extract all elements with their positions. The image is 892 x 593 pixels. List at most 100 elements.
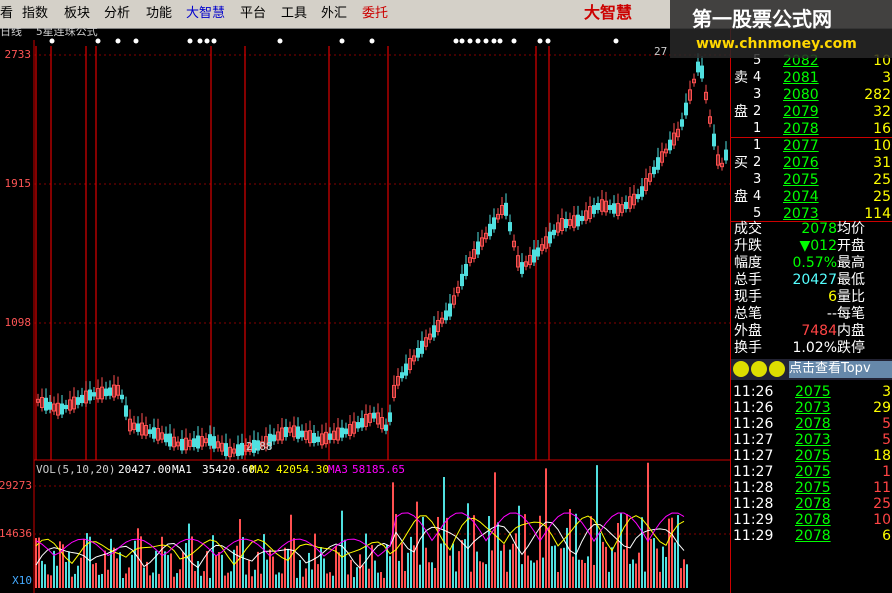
candle-body bbox=[108, 387, 112, 396]
icon-button[interactable] bbox=[733, 361, 749, 377]
menu-item[interactable]: 板块 bbox=[64, 6, 91, 21]
candle-body bbox=[496, 213, 500, 220]
candle-body bbox=[176, 441, 180, 447]
tick-time: 11:26 bbox=[733, 416, 774, 432]
price: 2077 bbox=[783, 138, 819, 154]
candle-body bbox=[664, 148, 668, 154]
candle-body bbox=[312, 432, 316, 444]
candle-body bbox=[304, 430, 308, 440]
candle-body bbox=[708, 116, 712, 124]
candle-body bbox=[704, 91, 708, 101]
volume: 114 bbox=[864, 206, 891, 222]
candle-body bbox=[268, 433, 272, 447]
candle-body bbox=[388, 412, 392, 422]
candle-body bbox=[128, 418, 132, 432]
menu-item[interactable]: 看 bbox=[0, 6, 14, 21]
level: 5 bbox=[753, 53, 762, 68]
candle-body bbox=[484, 232, 488, 240]
stat-label: 总笔 bbox=[734, 306, 762, 322]
candle-body bbox=[152, 427, 156, 439]
menu-item[interactable]: 工具 bbox=[281, 6, 308, 21]
candle-body bbox=[48, 401, 52, 410]
candle-body bbox=[164, 433, 168, 443]
candle-body bbox=[612, 203, 616, 214]
level: 2 bbox=[753, 155, 762, 170]
tick-volume: 25 bbox=[873, 496, 891, 512]
candle-body bbox=[96, 388, 100, 400]
candle-body bbox=[260, 441, 264, 447]
level: 2 bbox=[753, 104, 762, 119]
candle-body bbox=[216, 441, 220, 449]
tick-volume: 5 bbox=[882, 416, 891, 432]
candle-body bbox=[608, 205, 612, 210]
candle-body bbox=[200, 436, 204, 447]
volume: 31 bbox=[873, 155, 891, 171]
candle-body bbox=[332, 430, 336, 440]
candle-body bbox=[192, 438, 196, 447]
volume: 25 bbox=[873, 172, 891, 188]
candle-body bbox=[272, 434, 276, 442]
signal-marker bbox=[211, 38, 217, 44]
price: 2075 bbox=[783, 172, 819, 188]
candle-body bbox=[580, 215, 584, 222]
candle-body bbox=[472, 249, 476, 259]
candle-body bbox=[344, 428, 348, 435]
candle-body bbox=[552, 229, 556, 236]
candle-body bbox=[592, 205, 596, 214]
stat-value: 0.57% bbox=[792, 255, 837, 271]
volume-axis-label: X10 bbox=[12, 574, 32, 587]
stat-value: 20427 bbox=[792, 272, 837, 288]
candle-body bbox=[576, 214, 580, 227]
candle-body bbox=[80, 394, 84, 404]
candle-body bbox=[564, 219, 568, 228]
menu-item[interactable]: 外汇 bbox=[321, 6, 348, 21]
candle-body bbox=[156, 428, 160, 441]
menu-item[interactable]: 分析 bbox=[104, 6, 131, 21]
signal-marker bbox=[491, 38, 497, 44]
price: 2078 bbox=[783, 121, 819, 137]
candle-body bbox=[188, 439, 192, 447]
tick-price: 2078 bbox=[795, 416, 831, 432]
candle-body bbox=[288, 427, 292, 433]
signal-marker bbox=[511, 38, 517, 44]
menu-item[interactable]: 功能 bbox=[146, 6, 173, 21]
tick-price: 2078 bbox=[795, 528, 831, 544]
candle-body bbox=[292, 425, 296, 438]
signal-marker bbox=[467, 38, 473, 44]
watermark-url: www.chnmoney.com bbox=[696, 36, 857, 52]
candle-body bbox=[212, 436, 216, 449]
volume: 32 bbox=[873, 104, 891, 120]
candle-body bbox=[148, 429, 152, 434]
stat-label: 量比 bbox=[837, 289, 865, 305]
stat-label: 幅度 bbox=[734, 255, 762, 271]
icon-button[interactable] bbox=[751, 361, 767, 377]
menu-item[interactable]: 委托 bbox=[362, 6, 389, 21]
topview-button[interactable]: 点击查看Topv bbox=[789, 361, 892, 378]
candle-body bbox=[684, 102, 688, 116]
candle-body bbox=[636, 194, 640, 199]
candle-body bbox=[204, 438, 208, 444]
candle-body bbox=[124, 405, 128, 417]
menu-item[interactable]: 平台 bbox=[240, 6, 267, 21]
tick-time: 11:27 bbox=[733, 432, 774, 448]
tick-time: 11:26 bbox=[733, 400, 774, 416]
volume: 10 bbox=[873, 138, 891, 154]
menu-item[interactable]: 大智慧 bbox=[186, 6, 226, 21]
candle-body bbox=[300, 430, 304, 438]
candle-body bbox=[492, 217, 496, 230]
signal-marker bbox=[497, 38, 503, 44]
candle-body bbox=[172, 436, 176, 448]
stat-value: -- bbox=[826, 306, 837, 322]
candle-body bbox=[232, 448, 236, 454]
signal-marker bbox=[613, 38, 619, 44]
candle-body bbox=[60, 403, 64, 415]
stat-value: 1.02% bbox=[792, 340, 837, 356]
signal-marker bbox=[537, 38, 543, 44]
tick-price: 2073 bbox=[795, 432, 831, 448]
icon-button[interactable] bbox=[769, 361, 785, 377]
level: 4 bbox=[753, 189, 762, 204]
volume-ma-line bbox=[35, 521, 685, 569]
menu-item[interactable]: 指数 bbox=[22, 6, 49, 21]
candle-body bbox=[112, 384, 116, 398]
volume-line-item: MA3 bbox=[328, 463, 348, 476]
